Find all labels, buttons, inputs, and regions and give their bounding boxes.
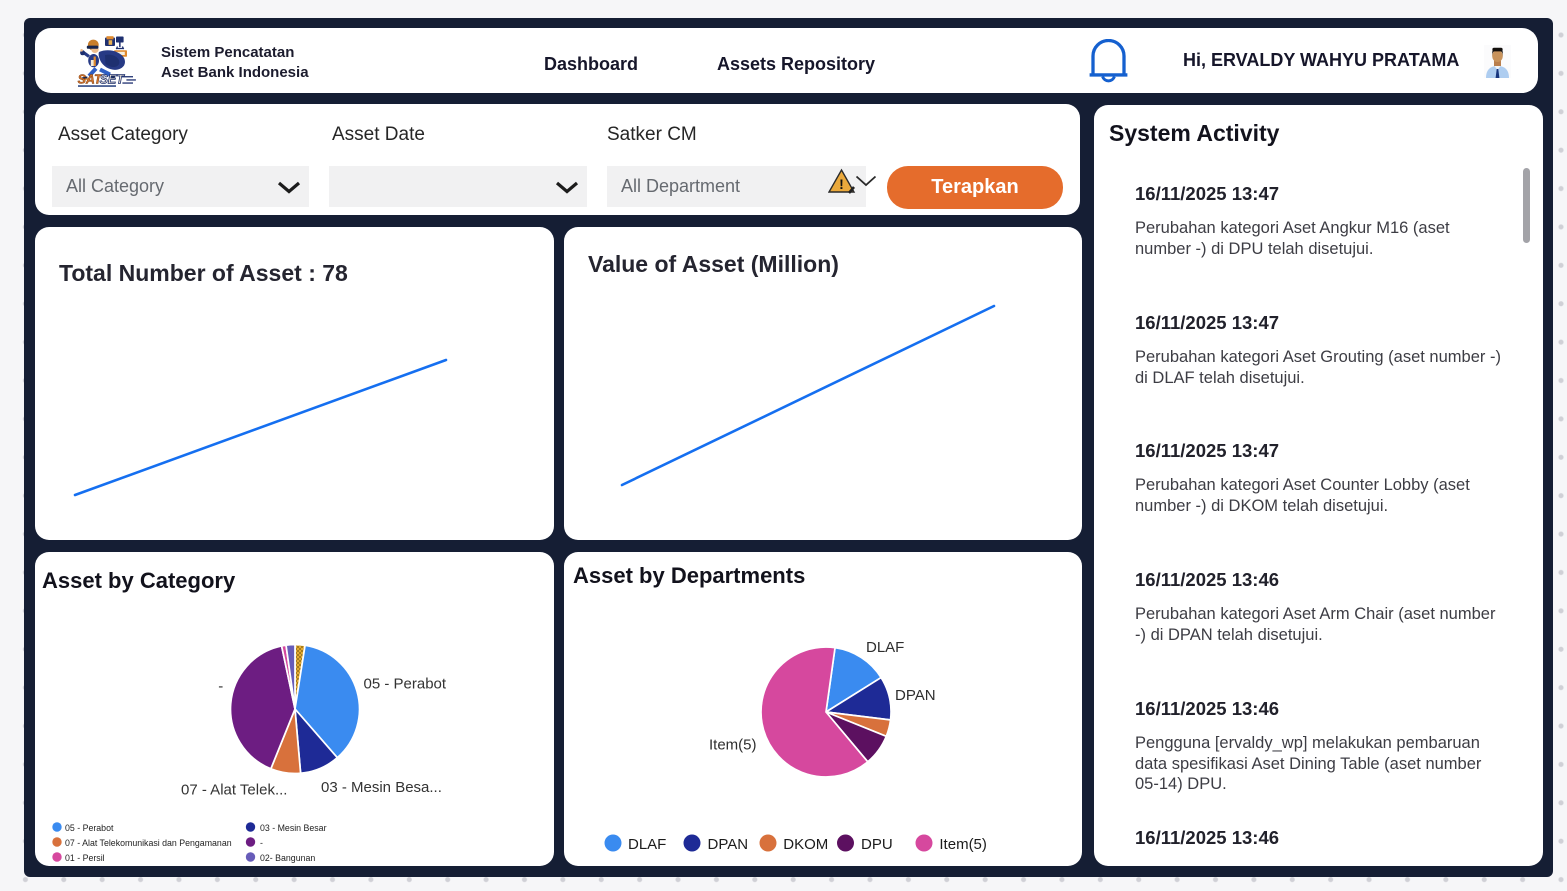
svg-text:03 - Mesin Besar: 03 - Mesin Besar: [260, 823, 327, 833]
svg-text:05 - Perabot: 05 - Perabot: [364, 676, 447, 693]
svg-text:Item(5): Item(5): [939, 836, 987, 853]
svg-text:-: -: [218, 678, 223, 695]
svg-text:!: !: [839, 176, 844, 192]
svg-text:03 - Mesin Besa...: 03 - Mesin Besa...: [321, 779, 442, 796]
svg-text:SET: SET: [100, 73, 126, 87]
svg-text:DPAN: DPAN: [895, 687, 936, 704]
svg-text:-: -: [260, 838, 263, 848]
svg-text:05 - Perabot: 05 - Perabot: [65, 823, 114, 833]
svg-text:Item(5): Item(5): [709, 737, 757, 754]
svg-text:SAT: SAT: [78, 73, 103, 87]
svg-text:DLAF: DLAF: [866, 639, 904, 656]
svg-text:DPU: DPU: [861, 836, 893, 853]
svg-text:DPAN: DPAN: [708, 836, 749, 853]
svg-text:07 - Alat Telek...: 07 - Alat Telek...: [181, 782, 287, 799]
svg-text:DLAF: DLAF: [628, 836, 666, 853]
svg-text:07 - Alat Telekomunikasi dan P: 07 - Alat Telekomunikasi dan Pengamanan: [65, 838, 232, 848]
svg-text:02- Bangunan: 02- Bangunan: [260, 853, 315, 863]
svg-text:01 - Persil: 01 - Persil: [65, 853, 105, 863]
svg-text:DKOM: DKOM: [783, 836, 828, 853]
